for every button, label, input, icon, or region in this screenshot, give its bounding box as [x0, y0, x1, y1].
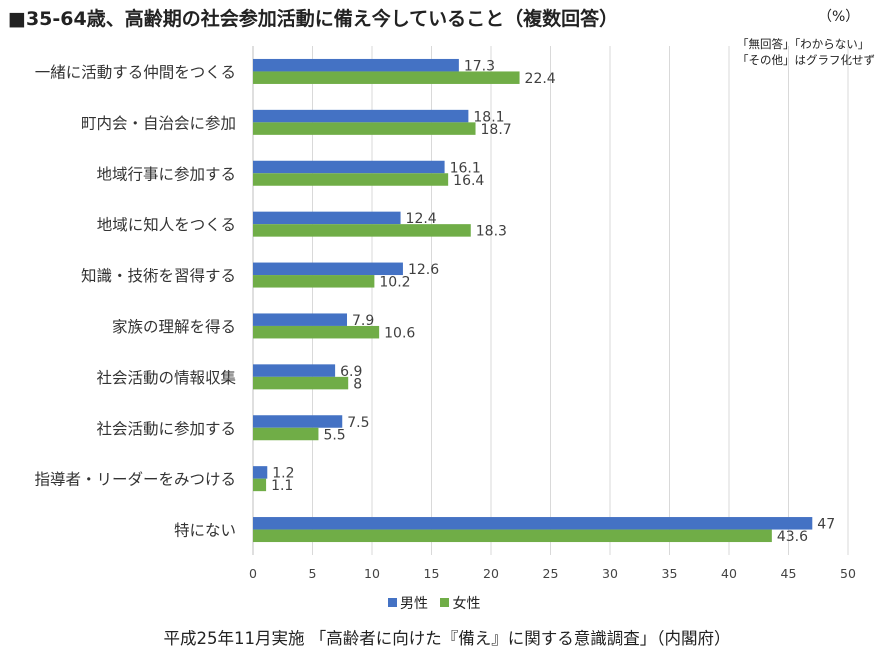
data-label-female: 43.6	[777, 529, 808, 545]
bar-male	[253, 58, 459, 72]
bar-female	[253, 122, 476, 135]
legend: 男性 女性	[388, 593, 488, 613]
category-label: 地域に知人をつくる	[97, 216, 236, 234]
x-tick-label: 10	[364, 566, 380, 581]
bar-female	[253, 478, 267, 492]
data-label-male: 1.2	[272, 466, 294, 482]
data-label-female: 10.6	[384, 325, 415, 341]
category-label: 家族の理解を得る	[112, 318, 236, 336]
chart-title: ■35-64歳、高齢期の社会参加活動に備え今していること（複数回答）	[8, 8, 619, 30]
data-label-female: 22.4	[525, 71, 556, 87]
bar-male	[253, 262, 403, 276]
bar-female	[253, 275, 375, 288]
x-tick-label: 5	[309, 566, 317, 581]
bar-female	[253, 376, 349, 390]
category-label: 一緒に活動する仲間をつくる	[35, 63, 236, 81]
x-tick-label: 30	[602, 566, 618, 581]
x-tick-label: 35	[662, 566, 678, 581]
data-label-female: 18.3	[476, 224, 507, 240]
data-label-female: 1.1	[271, 478, 293, 494]
legend-label-male: 男性	[400, 596, 428, 612]
x-tick-label: 15	[424, 566, 440, 581]
legend-item-female: 女性	[440, 593, 480, 613]
unit-label: （%）	[818, 9, 860, 25]
note-line-2: 「その他」はグラフ化せず	[737, 53, 875, 67]
x-tick-label: 0	[249, 566, 257, 581]
bar-female	[253, 529, 772, 543]
chart-note: 「無回答」「わからない」 「その他」はグラフ化せず	[737, 36, 875, 68]
source-caption: 平成25年11月実施 「高齢者に向けた『備え』に関する意識調査」（内閣府）	[163, 629, 731, 648]
x-tick-label: 50	[840, 566, 856, 581]
bar-male	[253, 517, 813, 530]
category-label: 特にない	[174, 522, 236, 540]
legend-label-female: 女性	[452, 596, 481, 612]
bar-male	[253, 415, 343, 428]
data-label-male: 47	[817, 517, 835, 533]
legend-swatch-male	[388, 598, 397, 607]
data-label-female: 8	[353, 376, 362, 392]
bar-male	[253, 466, 268, 479]
data-label-female: 10.2	[379, 275, 410, 291]
data-label-male: 12.6	[408, 262, 439, 278]
data-label-male: 18.1	[473, 109, 504, 125]
data-label-female: 16.4	[453, 173, 484, 189]
bar-male	[253, 211, 401, 225]
category-label: 知識・技術を習得する	[81, 267, 236, 285]
data-label-male: 17.3	[464, 58, 495, 74]
data-label-male: 7.5	[347, 415, 369, 431]
bar-female	[253, 71, 520, 84]
bar-male	[253, 364, 336, 377]
x-tick-label: 20	[483, 566, 499, 581]
data-label-male: 6.9	[340, 364, 362, 380]
note-line-1: 「無回答」「わからない」	[737, 37, 870, 51]
data-label-male: 7.9	[352, 313, 374, 329]
x-tick-label: 45	[781, 566, 797, 581]
data-label-female: 5.5	[323, 427, 345, 443]
category-label: 地域行事に参加する	[96, 165, 236, 183]
bar-female	[253, 427, 319, 441]
category-label: 社会活動の情報収集	[96, 369, 236, 387]
x-tick-label: 40	[721, 566, 737, 581]
legend-item-male: 男性	[388, 593, 428, 613]
bar-male	[253, 313, 348, 326]
bar-female	[253, 173, 449, 186]
category-label: 指導者・リーダーをみつける	[34, 471, 236, 489]
x-tick-label: 25	[543, 566, 559, 581]
data-label-female: 18.7	[481, 122, 512, 138]
bar-female	[253, 325, 380, 339]
category-label: 社会活動に参加する	[96, 420, 236, 438]
data-label-male: 12.4	[406, 211, 437, 227]
bar-female	[253, 224, 471, 237]
category-label: 町内会・自治会に参加	[81, 114, 236, 132]
legend-swatch-female	[440, 598, 450, 607]
bar-male	[253, 160, 445, 174]
data-label-male: 16.1	[450, 160, 481, 176]
bar-male	[253, 109, 469, 123]
